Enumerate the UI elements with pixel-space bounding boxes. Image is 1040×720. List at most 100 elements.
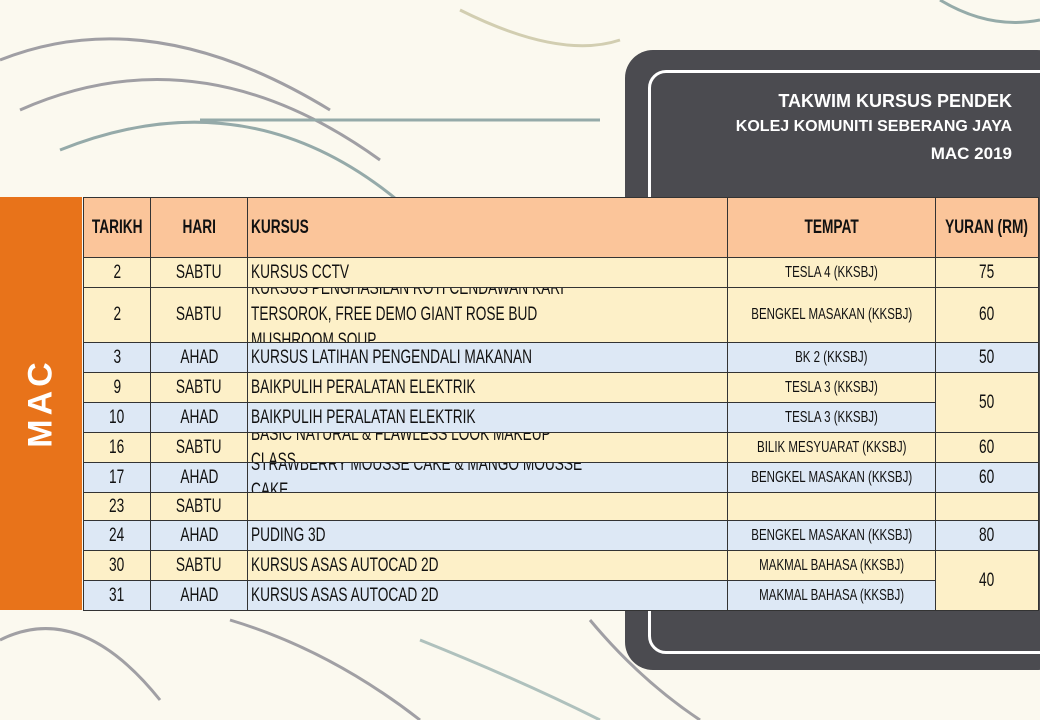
cell-text: KURSUS ASAS AUTOCAD 2D (251, 554, 439, 576)
tempat-cell: TESLA 3 (KKSBJ) (727, 402, 936, 433)
tarikh-cell: 31 (83, 580, 151, 611)
tempat-cell: MAKMAL BAHASA (KKSBJ) (727, 550, 936, 581)
cell-text: 50 (979, 346, 995, 368)
kursus-cell: KURSUS ASAS AUTOCAD 2D (247, 580, 728, 611)
side-label: MAC (21, 358, 60, 448)
cell-text: AHAD (179, 466, 218, 488)
hari-cell: SABTU (150, 372, 248, 403)
kursus-cell: BASIC NATURAL & FLAWLESS LOOK MAKEUP CLA… (247, 432, 728, 463)
subtitle: KOLEJ KOMUNITI SEBERANG JAYA (735, 118, 1012, 135)
hari-cell: AHAD (150, 462, 248, 493)
cell-text: KURSUS PENGHASILAN ROTI CENDAWAN KARI TE… (251, 287, 564, 343)
tarikh-cell: 9 (83, 372, 151, 403)
kursus-cell: STRAWBERRY MOUSSE CAKE & MANGO MOUSSE CA… (247, 462, 728, 493)
hari-cell: SABTU (150, 432, 248, 463)
cell-text: 9 (113, 376, 121, 398)
cell-text: 2 (113, 304, 121, 325)
hari-cell: AHAD (150, 402, 248, 433)
hari-cell: SABTU (150, 287, 248, 343)
cell-text: 31 (109, 584, 125, 606)
cell-text: 75 (979, 261, 995, 283)
header-cell: HARI (150, 197, 248, 258)
kursus-cell: PUDING 3D (247, 520, 728, 551)
cell-text: 40 (979, 569, 995, 591)
hari-cell: SABTU (150, 550, 248, 581)
yuran-cell: 50 (935, 372, 1039, 433)
cell-text: BAIKPULIH PERALATAN ELEKTRIK (251, 406, 476, 428)
cell-text: SABTU (176, 495, 222, 517)
cell-text: MAKMAL BAHASA (KKSBJ) (759, 556, 904, 574)
kursus-cell: KURSUS PENGHASILAN ROTI CENDAWAN KARI TE… (247, 287, 728, 343)
hari-cell: AHAD (150, 580, 248, 611)
tarikh-cell: 16 (83, 432, 151, 463)
yuran-cell: 60 (935, 287, 1039, 343)
tempat-cell: TESLA 4 (KKSBJ) (727, 257, 936, 288)
cell-text: BENGKEL MASAKAN (KKSBJ) (751, 468, 912, 486)
cell-text: TESLA 3 (KKSBJ) (785, 408, 878, 426)
cell-text: SABTU (176, 261, 222, 283)
tempat-cell: MAKMAL BAHASA (KKSBJ) (727, 580, 936, 611)
kursus-cell (247, 492, 728, 521)
cell-text: TARIKH (91, 216, 143, 238)
cell-text: SABTU (176, 376, 222, 398)
cell-text: YURAN (RM) (945, 216, 1029, 238)
cell-text: 3 (113, 346, 121, 368)
tarikh-cell: 2 (83, 287, 151, 343)
tarikh-cell: 23 (83, 492, 151, 521)
cell-text: KURSUS ASAS AUTOCAD 2D (251, 584, 439, 606)
cell-text: TESLA 4 (KKSBJ) (785, 263, 878, 281)
yuran-cell: 50 (935, 342, 1039, 373)
cell-text: BK 2 (KKSBJ) (795, 348, 868, 366)
tarikh-cell: 24 (83, 520, 151, 551)
cell-text: TEMPAT (804, 216, 859, 238)
cell-text: PUDING 3D (251, 524, 326, 546)
tempat-cell: BK 2 (KKSBJ) (727, 342, 936, 373)
cell-text: SABTU (176, 436, 222, 458)
cell-text: HARI (182, 216, 216, 238)
hari-cell: AHAD (150, 520, 248, 551)
cell-text: AHAD (179, 406, 218, 428)
month-side-label: MAC (0, 197, 82, 610)
cell-text: BASIC NATURAL & FLAWLESS LOOK MAKEUP CLA… (251, 432, 551, 463)
hari-cell: SABTU (150, 257, 248, 288)
cell-text: 60 (979, 436, 995, 458)
yuran-cell (935, 492, 1039, 521)
cell-text: AHAD (179, 584, 218, 606)
kursus-cell: BAIKPULIH PERALATAN ELEKTRIK (247, 402, 728, 433)
cell-text: KURSUS CCTV (251, 261, 350, 283)
title: TAKWIM KURSUS PENDEK (778, 91, 1012, 111)
cell-text: TESLA 3 (KKSBJ) (785, 378, 878, 396)
yuran-cell: 75 (935, 257, 1039, 288)
cell-text: AHAD (179, 346, 218, 368)
tempat-cell: BENGKEL MASAKAN (KKSBJ) (727, 287, 936, 343)
header-cell: KURSUS (247, 197, 728, 258)
header-cell: YURAN (RM) (935, 197, 1039, 258)
cell-text: 23 (109, 495, 125, 517)
cell-text: 80 (979, 524, 995, 546)
cell-text: AHAD (179, 524, 218, 546)
yuran-cell: 60 (935, 462, 1039, 493)
month-title: MAC 2019 (930, 144, 1012, 163)
cell-text: BENGKEL MASAKAN (KKSBJ) (751, 526, 912, 544)
cell-text: 2 (113, 261, 121, 283)
cell-text: SABTU (176, 554, 222, 576)
cell-text: 30 (109, 554, 125, 576)
yuran-cell: 40 (935, 550, 1039, 611)
kursus-cell: KURSUS CCTV (247, 257, 728, 288)
kursus-cell: KURSUS ASAS AUTOCAD 2D (247, 550, 728, 581)
hari-cell: SABTU (150, 492, 248, 521)
header-cell: TARIKH (83, 197, 151, 258)
header-cell: TEMPAT (727, 197, 936, 258)
hari-cell: AHAD (150, 342, 248, 373)
tempat-cell: BENGKEL MASAKAN (KKSBJ) (727, 462, 936, 493)
yuran-cell: 80 (935, 520, 1039, 551)
kursus-cell: BAIKPULIH PERALATAN ELEKTRIK (247, 372, 728, 403)
tempat-cell (727, 492, 936, 521)
cell-text: KURSUS LATIHAN PENGENDALI MAKANAN (251, 346, 533, 368)
cell-text: MAKMAL BAHASA (KKSBJ) (759, 586, 904, 604)
cell-text: BENGKEL MASAKAN (KKSBJ) (751, 306, 912, 323)
tempat-cell: TESLA 3 (KKSBJ) (727, 372, 936, 403)
yuran-cell: 60 (935, 432, 1039, 463)
